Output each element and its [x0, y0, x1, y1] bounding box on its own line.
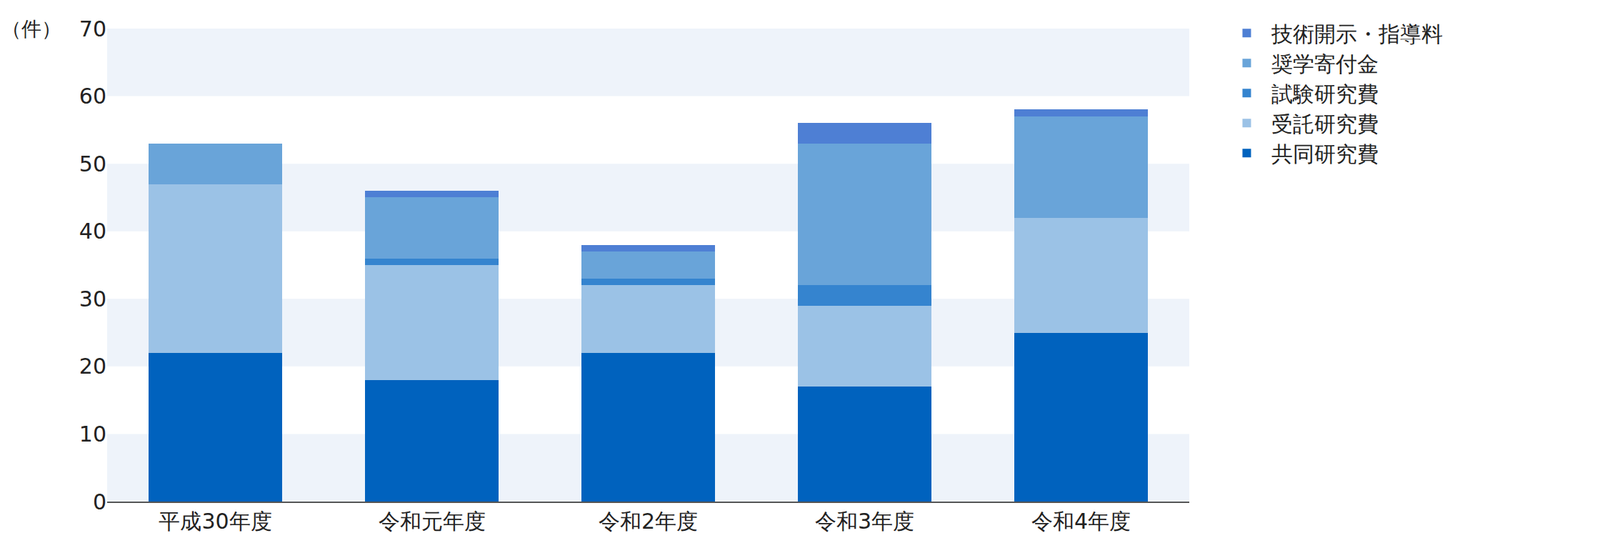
svg-text:30: 30: [79, 286, 107, 312]
svg-text:10: 10: [79, 421, 107, 447]
svg-text:令和2年度: 令和2年度: [598, 508, 698, 534]
svg-text:20: 20: [79, 353, 107, 379]
svg-text:共同研究費: 共同研究費: [1271, 141, 1379, 167]
svg-text:平成30年度: 平成30年度: [158, 508, 272, 534]
svg-text:0: 0: [92, 489, 107, 515]
svg-text:令和元年度: 令和元年度: [378, 508, 486, 534]
svg-text:技術開示・指導料: 技術開示・指導料: [1270, 21, 1443, 47]
svg-text:50: 50: [79, 151, 107, 177]
svg-text:60: 60: [79, 83, 107, 109]
svg-text:受託研究費: 受託研究費: [1271, 111, 1379, 137]
svg-text:70: 70: [79, 16, 107, 42]
svg-text:令和3年度: 令和3年度: [815, 508, 915, 534]
svg-text:（件）: （件）: [1, 17, 62, 41]
svg-text:40: 40: [79, 218, 107, 244]
svg-text:試験研究費: 試験研究費: [1271, 81, 1379, 107]
svg-text:奨学寄付金: 奨学寄付金: [1271, 51, 1379, 77]
svg-text:令和4年度: 令和4年度: [1031, 508, 1131, 534]
